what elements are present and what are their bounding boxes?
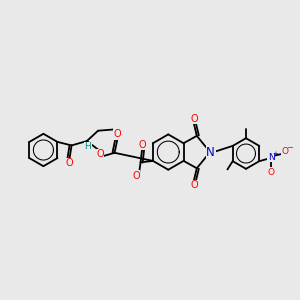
- Text: +: +: [272, 151, 278, 157]
- Text: O: O: [114, 129, 121, 139]
- Text: O: O: [138, 140, 146, 150]
- Text: O: O: [132, 171, 140, 181]
- Text: −: −: [286, 143, 293, 152]
- Text: O: O: [96, 149, 103, 159]
- Text: N: N: [268, 153, 274, 162]
- Text: O: O: [190, 180, 198, 190]
- Text: O: O: [190, 114, 198, 124]
- Text: N: N: [206, 146, 215, 159]
- Text: O: O: [268, 168, 274, 177]
- Text: O: O: [66, 158, 73, 168]
- Text: H: H: [84, 142, 91, 152]
- Text: O: O: [281, 147, 288, 156]
